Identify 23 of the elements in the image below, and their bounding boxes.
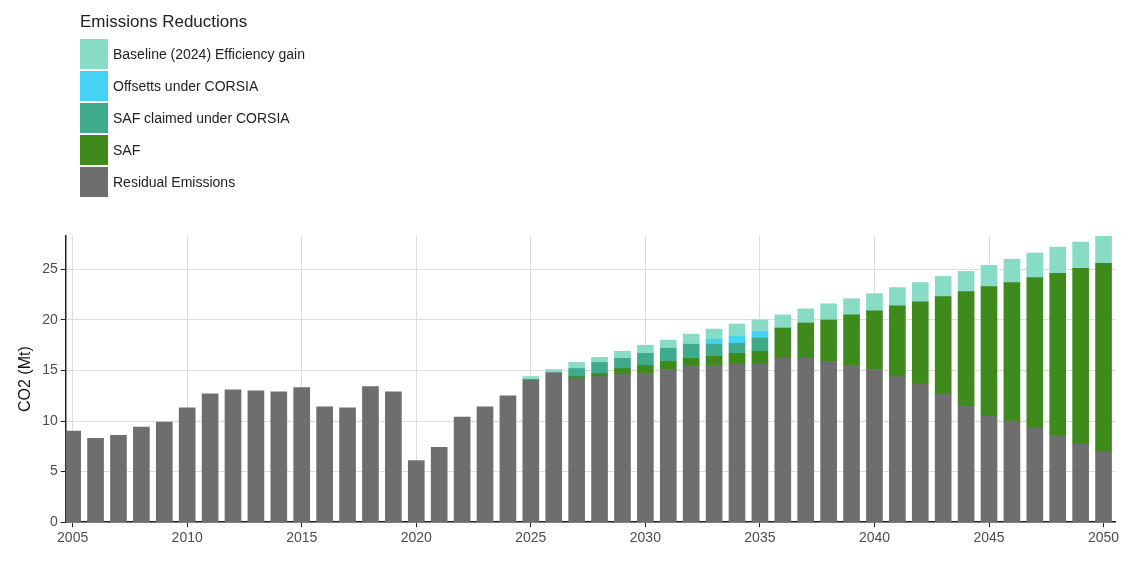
x-tick-label: 2040	[858, 529, 891, 546]
y-tick-label: 20	[42, 310, 58, 327]
y-tick-label: 15	[42, 361, 58, 378]
legend-label: SAF	[113, 142, 141, 158]
legend-title: Emissions Reductions	[80, 12, 249, 32]
x-tick-label: 2045	[973, 529, 1005, 546]
y-axis-title: CO2 (Mt)	[16, 346, 34, 412]
x-tick-label: 2010	[171, 529, 203, 546]
x-tick-label: 2030	[629, 529, 662, 546]
legend-label: SAF claimed under CORSIA	[113, 110, 290, 126]
x-tick-label: 2025	[515, 529, 547, 546]
x-tick-label: 2020	[400, 529, 433, 546]
x-tick-label: 2050	[1087, 529, 1120, 546]
legend-label: Residual Emissions	[113, 174, 236, 190]
legend-label: Offsetts under CORSIA	[113, 78, 259, 94]
y-tick-label: 25	[42, 260, 58, 277]
x-tick-label: 2005	[57, 529, 89, 546]
y-tick-label: 10	[42, 411, 58, 428]
legend-label: Baseline (2024) Efficiency gain	[113, 46, 305, 62]
y-tick-label: 5	[49, 462, 58, 479]
x-tick-label: 2015	[286, 529, 318, 546]
x-tick-label: 2035	[744, 529, 776, 546]
y-tick-label: 0	[49, 513, 58, 530]
